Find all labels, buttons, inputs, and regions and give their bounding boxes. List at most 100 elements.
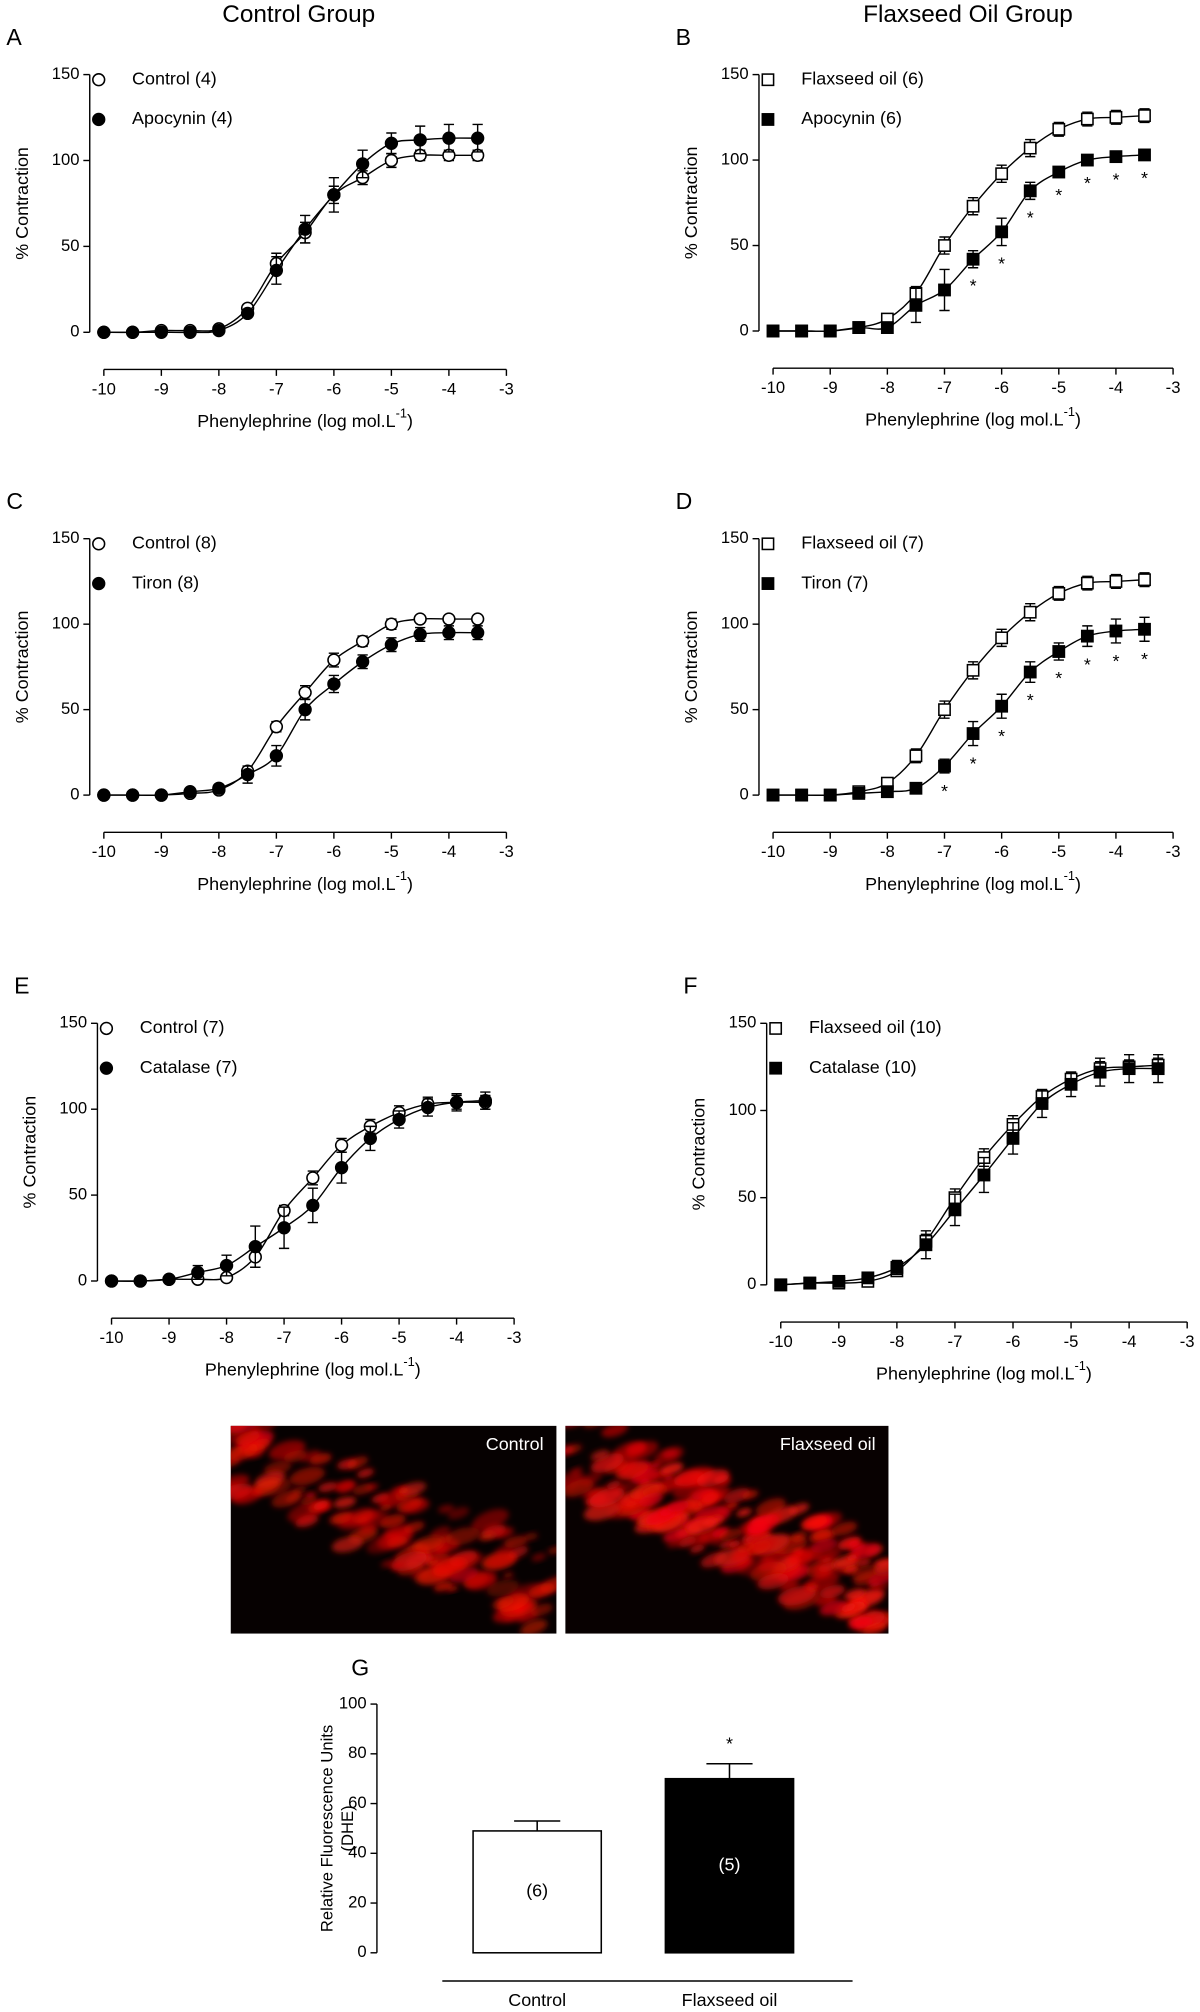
x-axis-label: Phenylephrine (log mol.L-1) [865,404,1081,429]
legend-label: Flaxseed oil (6) [801,68,924,88]
y-tick-label: 150 [721,528,749,547]
y-tick-label: 150 [729,1013,757,1032]
y-tick-label: 100 [339,1693,367,1712]
x-axis-label-part: ) [1086,1363,1092,1383]
x-tick-label: -9 [154,842,169,861]
y-tick-label: 50 [69,1185,88,1204]
data-point [1052,122,1066,136]
significance: * [941,781,948,801]
x-axis-label-part: Phenylephrine (log mol.L [865,874,1063,894]
n-label: (5) [719,1854,741,1874]
y-tick-label: 50 [61,699,80,718]
x-tick-label: -6 [1006,1332,1021,1351]
data-point [861,1271,875,1285]
x-tick-label: -8 [211,379,226,398]
data-point [442,612,456,626]
legend-marker [761,73,775,87]
x-tick-label: -6 [326,379,341,398]
x-tick-label: -5 [1051,378,1066,397]
legend-label: Flaxseed oil (7) [801,533,924,553]
x-tick-label: -7 [277,1328,292,1347]
x-tick-label: -10 [99,1328,123,1347]
data-point [470,131,485,145]
data-point [154,325,169,339]
y-tick-label: 0 [739,320,748,339]
x-tick-label: -3 [1166,378,1181,397]
legend-marker [92,112,106,127]
significance: * [1141,649,1148,669]
x-tick-label: -5 [384,379,399,398]
data-point [795,324,809,338]
x-tick-label: -10 [92,379,116,398]
fit-curve [103,617,478,796]
x-axis-label-part: ) [415,1359,421,1379]
data-point [306,1171,320,1185]
data-point [269,720,284,734]
fit-curve [111,1101,486,1282]
data-point [1080,112,1094,126]
data-point [1109,624,1123,638]
legend-marker [99,1021,114,1036]
y-tick-label: 100 [59,1099,87,1118]
error-bar [706,1763,753,1779]
data-point [413,627,427,642]
y-tick-label: 80 [348,1743,367,1762]
x-tick-label: -4 [1109,842,1124,861]
data-point [212,323,226,338]
data-point [795,788,809,802]
x-tick-label: -4 [441,842,456,861]
data-point [766,788,780,802]
x-tick-label: -3 [1180,1332,1195,1351]
x-tick-label: -4 [441,379,456,398]
bar [472,1830,603,1954]
x-axis-label-part: -1 [1064,869,1075,884]
y-tick-label: 60 [348,1793,367,1812]
x-tick-label: Control [508,1990,566,2010]
legend-label: Catalase (10) [809,1057,917,1077]
significance: * [1141,168,1148,188]
micrograph-signal [230,1425,557,1634]
panel-letter: F [683,973,697,999]
y-tick-label: 0 [747,1274,756,1293]
data-point [1138,148,1151,162]
data-point [1023,184,1037,198]
data-point [384,136,399,150]
data-point [1006,1131,1020,1145]
y-tick-label: 50 [730,699,749,718]
legend-marker [769,1061,783,1075]
legend-marker [761,577,775,590]
data-point [306,1198,320,1213]
legend-marker [761,537,775,551]
fit-curve [773,579,1145,797]
fit-curve [103,137,478,334]
data-point [449,1095,464,1110]
data-point [384,617,399,631]
x-axis-label: Phenylephrine (log mol.L-1) [197,406,413,431]
fit-curve [103,154,478,334]
x-tick-label: -8 [880,842,895,861]
x-tick-label: -8 [211,842,226,861]
x-tick-label: -3 [507,1328,522,1347]
data-point [219,1258,234,1273]
significance: * [1027,690,1034,710]
significance: * [998,253,1005,273]
data-point [298,685,312,700]
data-point [355,634,370,648]
data-point [1151,1062,1165,1076]
y-tick-label: 0 [78,1270,87,1289]
legend-label: Tiron (8) [132,572,199,592]
data-point [938,703,951,717]
fit-curve [103,631,478,797]
fit-curve [780,1064,1159,1286]
x-tick-label: -8 [889,1332,904,1351]
fit-curve [773,114,1145,332]
x-tick-label: -5 [1064,1332,1079,1351]
x-axis-label-part: -1 [403,1354,414,1369]
legend-label: Flaxseed oil (10) [809,1017,942,1037]
data-point [470,612,485,626]
y-tick-label: 100 [721,149,749,168]
x-tick-label: -4 [449,1328,464,1347]
significance: * [1112,651,1119,671]
data-point [355,655,370,669]
y-tick-label: 100 [52,150,80,169]
